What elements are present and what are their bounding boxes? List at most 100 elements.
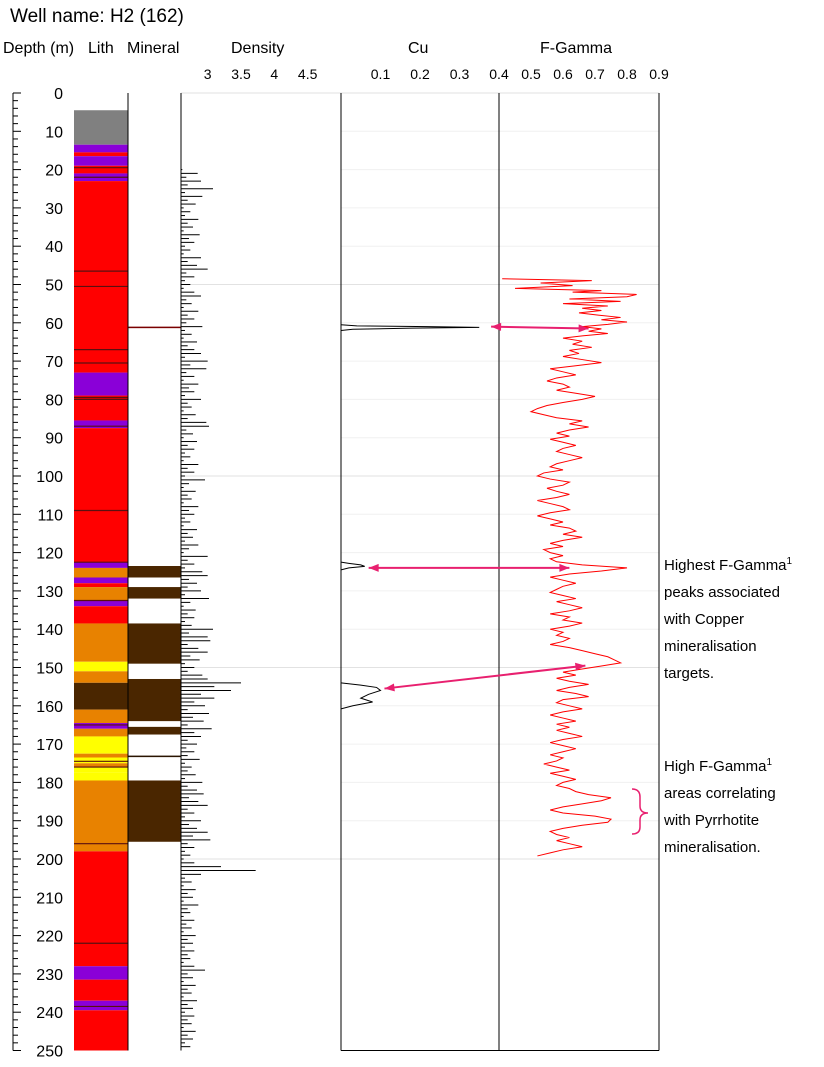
mineral-interval (128, 326, 181, 329)
density-tick-label: 4 (270, 66, 278, 82)
lith-interval (74, 1000, 128, 1011)
lith-interval (74, 372, 128, 396)
mineral-header: Mineral (127, 40, 180, 57)
lith-interval (74, 600, 128, 607)
lith-interval (74, 156, 128, 166)
fgamma-curve (502, 278, 637, 857)
lith-interval (74, 767, 128, 773)
depth-tick-label: 220 (36, 929, 63, 946)
depth-tick-label: 120 (36, 546, 63, 563)
density-tick-label: 3.5 (231, 66, 251, 82)
depth-tick-label: 70 (45, 354, 63, 371)
depth-tick-label: 90 (45, 431, 63, 448)
arrow-head (491, 322, 502, 331)
lith-interval (74, 728, 128, 737)
mineral-interval (128, 566, 181, 578)
lith-header: Lith (88, 40, 114, 57)
cu-header: Cu (408, 40, 429, 57)
lith-interval (74, 577, 128, 584)
depth-tick-label: 130 (36, 584, 63, 601)
lith-interval (74, 723, 128, 729)
lith-interval (74, 966, 128, 980)
cu-curve (340, 561, 365, 571)
lith-interval (74, 763, 128, 768)
lith-interval (74, 562, 128, 568)
depth-tick-label: 160 (36, 699, 63, 716)
depth-tick-label: 170 (36, 737, 63, 754)
mineral-interval (128, 678, 181, 722)
arrow-head (575, 662, 586, 671)
annotation-copper-line1: Highest F-Gamma (664, 557, 787, 574)
lith-interval (74, 772, 128, 781)
depth-tick-label: 80 (45, 392, 63, 409)
annotation-copper: Highest F-Gamma1 peaks associated with C… (664, 548, 824, 687)
fgamma-tick-label: 0.9 (649, 66, 669, 82)
lith-interval (74, 583, 128, 588)
correlation-arrow (491, 325, 589, 330)
fgamma-tick-label: 0.7 (585, 66, 605, 82)
lith-interval (74, 606, 128, 624)
depth-tick-label: 250 (36, 1044, 63, 1061)
lith-interval (74, 736, 128, 754)
depth-tick-label: 140 (36, 622, 63, 639)
depth-tick-label: 150 (36, 661, 63, 678)
annotation-pyrrhotite-sup: 1 (766, 757, 773, 768)
lith-interval (74, 152, 128, 157)
depth-tick-label: 190 (36, 814, 63, 831)
fgamma-header: F-Gamma (540, 40, 612, 57)
lith-interval (74, 661, 128, 672)
depth-tick-label: 30 (45, 201, 63, 218)
density-header: Density (231, 40, 285, 57)
annotation-pyrrhotite-line4: mineralisation. (664, 839, 761, 856)
lith-interval (74, 110, 128, 145)
annotation-copper-sup: 1 (786, 556, 793, 567)
cu-tick-label: 0.1 (371, 66, 391, 82)
annotation-copper-line3: with Copper (664, 611, 745, 628)
lith-interval (74, 181, 128, 373)
annotation-pyrrhotite-line1: High F-Gamma (664, 758, 767, 775)
lith-interval (74, 623, 128, 662)
fgamma-tick-label: 0.6 (553, 66, 573, 82)
cu-tick-label: 0.3 (450, 66, 470, 82)
lith-interval (74, 682, 128, 710)
fgamma-tick-label: 0.4 (489, 66, 509, 82)
annotation-pyrrhotite: High F-Gamma1 areas correlating with Pyr… (664, 749, 824, 861)
depth-tick-label: 50 (45, 278, 63, 295)
lith-interval (74, 709, 128, 724)
annotation-pyrrhotite-line2: areas correlating (664, 785, 776, 802)
lith-interval (74, 587, 128, 601)
arrow-head (578, 324, 589, 333)
cu-curve (340, 682, 382, 710)
mineral-interval (128, 587, 181, 599)
arrow-head (559, 563, 570, 572)
depth-tick-label: 180 (36, 775, 63, 792)
arrow-head (368, 563, 379, 572)
lith-interval (74, 144, 128, 153)
lith-interval (74, 165, 128, 174)
depth-header: Depth (m) (3, 40, 75, 57)
depth-tick-label: 60 (45, 316, 63, 333)
lith-interval (74, 753, 128, 758)
depth-tick-label: 200 (36, 852, 63, 869)
lith-interval (74, 851, 128, 967)
depth-tick-label: 10 (45, 124, 63, 141)
lith-interval (74, 1010, 128, 1051)
depth-tick-label: 110 (37, 507, 63, 524)
lith-interval (74, 420, 128, 429)
correlation-arrow (384, 664, 586, 690)
depth-tick-label: 20 (45, 163, 63, 180)
fgamma-tick-label: 0.8 (617, 66, 637, 82)
density-tick-label: 4.5 (298, 66, 318, 82)
cu-curve (340, 324, 480, 331)
annotation-copper-line4: mineralisation (664, 638, 757, 655)
annotation-copper-line5: targets. (664, 665, 715, 682)
lith-interval (74, 979, 128, 1001)
fgamma-tick-label: 0.5 (521, 66, 541, 82)
depth-tick-label: 240 (36, 1005, 63, 1022)
depth-tick-label: 0 (54, 86, 63, 103)
lith-interval (74, 780, 128, 852)
density-tick-label: 3 (204, 66, 212, 82)
depth-tick-label: 100 (36, 469, 63, 486)
mineral-interval (128, 780, 181, 842)
